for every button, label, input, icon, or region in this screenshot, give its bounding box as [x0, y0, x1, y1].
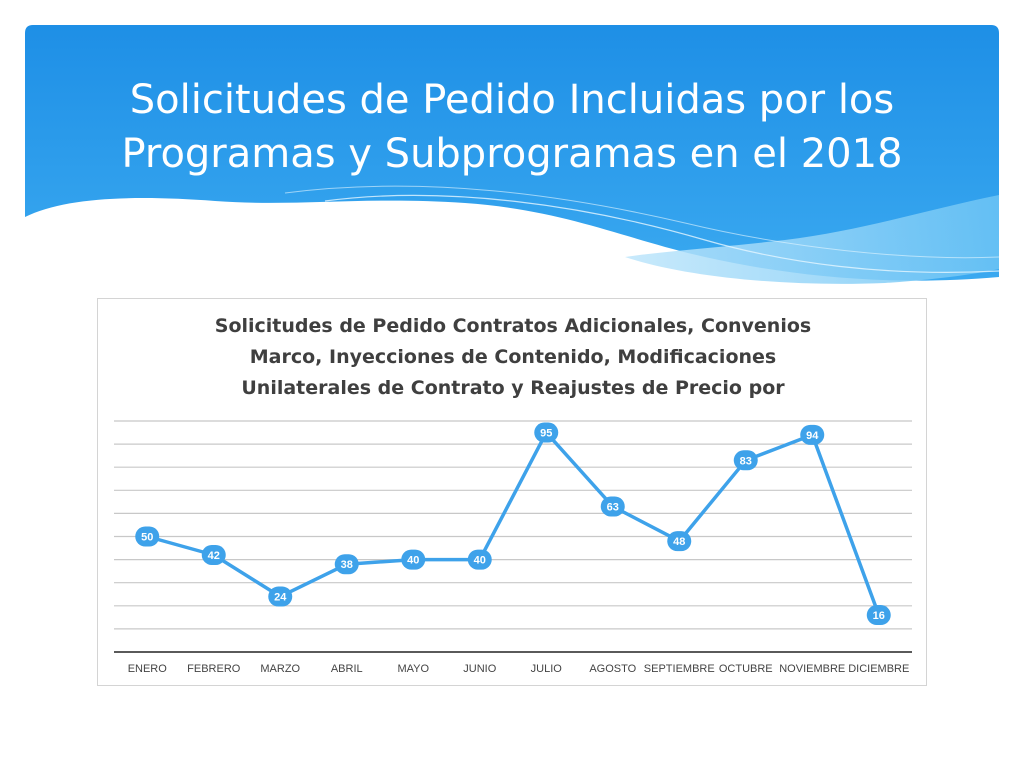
chart-container: Solicitudes de Pedido Contratos Adiciona…: [97, 298, 927, 686]
data-point: 63: [600, 496, 625, 517]
data-label: 48: [673, 536, 685, 548]
data-label-bubble: [733, 450, 758, 471]
data-point: 50: [135, 526, 160, 547]
chart-x-axis: ENERO FEBRERO MARZO ABRIL MAYO JUNIO JULIO AGOS…: [128, 663, 910, 675]
x-tick-label: MAYO: [397, 663, 429, 675]
data-label-bubble: [534, 422, 559, 443]
data-label-bubble: [467, 549, 492, 570]
chart-title-line-2: Marco, Inyecciones de Contenido, Modific…: [249, 346, 777, 368]
data-label: 50: [141, 532, 153, 544]
data-point: 16: [866, 605, 891, 626]
data-point: 42: [201, 544, 226, 565]
chart-title-line-1: Solicitudes de Pedido Contratos Adiciona…: [214, 315, 812, 337]
x-tick-label: OCTUBRE: [719, 663, 773, 675]
x-tick-label: SEPTIEMBRE: [644, 663, 715, 675]
slide-title-line-2: Programas y Subprogramas en el 2018: [121, 131, 903, 177]
x-tick-label: ENERO: [128, 663, 168, 675]
x-tick-label: NOVIEMBRE: [779, 663, 845, 675]
data-point: 48: [667, 531, 692, 552]
chart-series: [146, 430, 881, 616]
data-label-bubble: [135, 526, 160, 547]
data-label-bubble: [334, 554, 359, 575]
chart-gridlines: [114, 420, 912, 653]
data-point: 38: [334, 554, 359, 575]
x-tick-label: AGOSTO: [589, 663, 636, 675]
data-label-bubble: [866, 605, 891, 626]
data-label-bubble: [268, 586, 293, 607]
slide-title: Solicitudes de Pedido Incluidas por los …: [25, 73, 999, 181]
x-tick-label: JUNIO: [463, 663, 496, 675]
slide-title-line-1: Solicitudes de Pedido Incluidas por los: [129, 77, 895, 123]
chart-title-line-3: Unilaterales de Contrato y Reajustes de …: [241, 377, 785, 399]
data-label-bubble: [401, 549, 426, 570]
data-label: 38: [341, 559, 353, 571]
data-label: 63: [607, 501, 619, 513]
data-label: 24: [274, 592, 287, 604]
x-tick-label: MARZO: [260, 663, 300, 675]
line-chart: 50 42 24 38 40 40 95 63 48 83 94 16 ENERO FEBRERO MAR…: [114, 420, 912, 675]
data-point: 95: [534, 422, 559, 443]
data-point: 83: [733, 450, 758, 471]
x-tick-label: ABRIL: [331, 663, 363, 675]
chart-title: Solicitudes de Pedido Contratos Adiciona…: [98, 311, 928, 404]
header-wave-background: [25, 25, 999, 284]
data-label: 94: [806, 430, 819, 442]
data-label: 95: [540, 428, 552, 440]
data-label: 83: [740, 455, 752, 467]
data-label-bubble: [201, 544, 226, 565]
data-label: 40: [474, 555, 486, 567]
series-line: [146, 430, 881, 616]
slide-header: Solicitudes de Pedido Incluidas por los …: [25, 25, 999, 285]
data-point: 40: [401, 549, 426, 570]
data-label: 40: [407, 555, 419, 567]
data-label-bubble: [800, 424, 825, 445]
data-point: 24: [268, 586, 293, 607]
data-point: 40: [467, 549, 492, 570]
chart-data-labels: 50 42 24 38 40 40 95 63 48 83 94 16: [135, 422, 891, 626]
x-tick-label: JULIO: [531, 663, 563, 675]
data-label: 16: [873, 610, 885, 622]
data-label: 42: [208, 550, 220, 562]
data-point: 94: [800, 424, 825, 445]
x-tick-label: DICIEMBRE: [848, 663, 909, 675]
data-label-bubble: [600, 496, 625, 517]
x-tick-label: FEBRERO: [187, 663, 241, 675]
data-label-bubble: [667, 531, 692, 552]
